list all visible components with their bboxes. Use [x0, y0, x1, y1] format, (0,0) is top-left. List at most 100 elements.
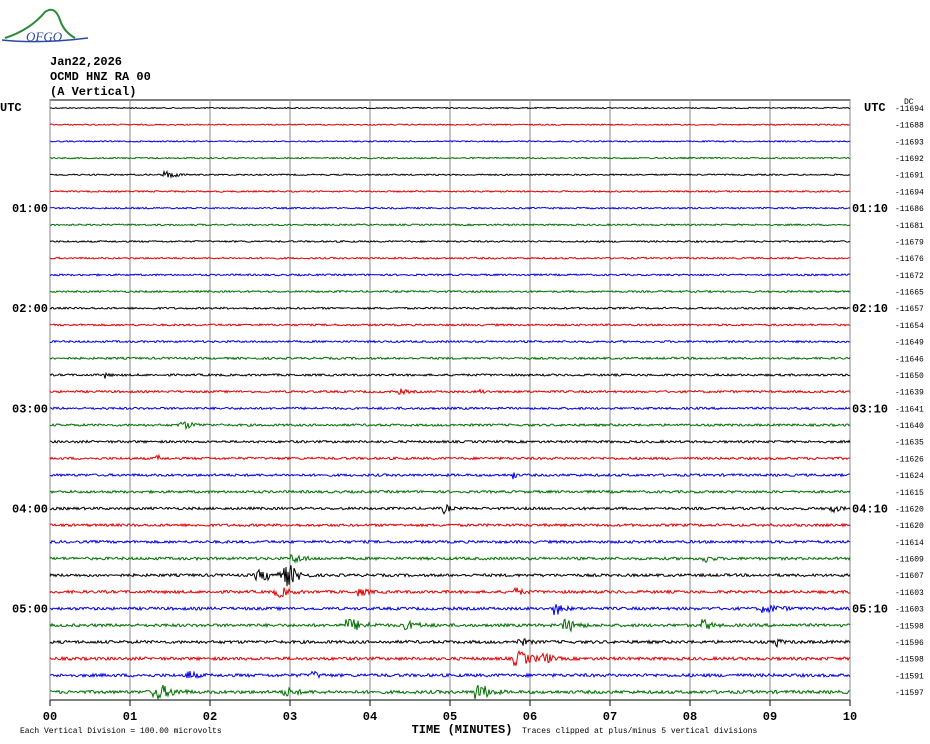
trace — [49, 439, 851, 444]
right-time: 05:10 — [852, 603, 888, 617]
trace-offset: -11641 — [895, 405, 924, 414]
trace — [49, 503, 851, 515]
trace — [49, 684, 850, 701]
component: (A Vertical) — [50, 85, 136, 99]
right-axis-title: UTC — [864, 101, 886, 115]
scale-note: Each Vertical Division = 100.00 microvol… — [20, 727, 222, 736]
trace — [49, 189, 851, 194]
trace — [49, 388, 851, 396]
trace — [49, 289, 851, 294]
trace-offset: -11654 — [895, 322, 924, 331]
trace-offset: -11620 — [895, 522, 924, 531]
logo-text: OFGO — [26, 29, 63, 44]
trace — [49, 489, 851, 495]
trace — [49, 372, 851, 379]
trace-offset: -11603 — [895, 606, 924, 615]
trace-offset: -11650 — [895, 372, 924, 381]
trace-offset: -11603 — [895, 589, 924, 598]
trace-offset: -11686 — [895, 205, 924, 214]
right-time: 04:10 — [852, 502, 888, 516]
trace — [49, 421, 851, 431]
logo: OFGO — [1, 8, 89, 44]
trace — [49, 618, 851, 633]
trace-offset: -11598 — [895, 656, 924, 665]
trace-offset: -11635 — [895, 439, 924, 448]
trace — [49, 565, 851, 587]
trace — [49, 273, 851, 277]
trace — [49, 539, 851, 545]
trace — [49, 123, 851, 127]
trace — [49, 356, 851, 361]
trace — [49, 223, 851, 227]
trace-offset: -11609 — [895, 556, 924, 565]
trace-offset: -11607 — [895, 572, 924, 581]
trace — [50, 156, 851, 160]
trace — [49, 586, 851, 598]
right-time: 02:10 — [852, 302, 888, 316]
logo-swoosh — [4, 8, 76, 39]
trace — [49, 649, 851, 667]
trace-offset: -11626 — [895, 455, 924, 464]
x-tick-label: 02 — [203, 710, 217, 724]
logo-wave — [1, 37, 89, 43]
trace — [49, 406, 851, 411]
left-time: 04:00 — [12, 502, 48, 516]
trace — [49, 322, 851, 327]
trace — [49, 239, 850, 244]
trace — [49, 206, 851, 210]
trace — [49, 306, 851, 311]
trace-offset: -11694 — [895, 188, 924, 197]
trace — [49, 670, 851, 679]
trace — [49, 522, 851, 528]
trace — [49, 169, 851, 179]
x-tick-label: 08 — [683, 710, 697, 724]
left-time: 05:00 — [12, 603, 48, 617]
left-time: 01:00 — [12, 202, 48, 216]
trace-offset: -11693 — [895, 138, 924, 147]
trace-offset: -11691 — [895, 172, 924, 181]
trace — [49, 139, 851, 143]
trace-offset: -11692 — [895, 155, 924, 164]
x-tick-label: 00 — [43, 710, 57, 724]
trace — [49, 472, 850, 480]
right-time: 01:10 — [852, 202, 888, 216]
right-time: 03:10 — [852, 402, 888, 416]
x-tick-label: 06 — [523, 710, 537, 724]
trace-offset: -11649 — [895, 339, 924, 348]
trace-offset: -11672 — [895, 272, 924, 281]
trace-offset: -11679 — [895, 238, 924, 247]
trace — [49, 106, 851, 110]
x-tick-label: 05 — [443, 710, 457, 724]
trace-offset: -11614 — [895, 539, 924, 548]
trace-offset: -11620 — [895, 505, 924, 514]
trace-offset: -11681 — [895, 222, 924, 231]
station: OCMD HNZ RA 00 — [50, 70, 151, 84]
trace — [49, 453, 851, 461]
trace — [49, 339, 851, 344]
trace — [49, 604, 851, 616]
x-axis-title: TIME (MINUTES) — [412, 723, 513, 737]
x-tick-label: 04 — [363, 710, 377, 724]
trace — [49, 638, 851, 648]
x-tick-label: 09 — [763, 710, 777, 724]
date: Jan22,2026 — [50, 55, 122, 69]
trace-offset: -11688 — [895, 122, 924, 131]
x-tick-label: 07 — [603, 710, 617, 724]
x-tick-label: 10 — [843, 710, 857, 724]
trace-offset: -11597 — [895, 689, 924, 698]
dc-label: DC — [904, 98, 914, 107]
trace-offset: -11694 — [895, 105, 924, 114]
trace-offset: -11676 — [895, 255, 924, 264]
x-tick-label: 03 — [283, 710, 297, 724]
trace-offset: -11646 — [895, 355, 924, 364]
trace — [49, 256, 851, 260]
trace-offset: -11657 — [895, 305, 924, 314]
trace — [49, 554, 851, 564]
trace-offset: -11596 — [895, 639, 924, 648]
trace-offset: -11665 — [895, 289, 924, 298]
clip-note: Traces clipped at plus/minus 5 vertical … — [522, 727, 757, 736]
trace-offset: -11591 — [895, 672, 924, 681]
trace-offset: -11624 — [895, 472, 924, 481]
x-tick-label: 01 — [123, 710, 137, 724]
